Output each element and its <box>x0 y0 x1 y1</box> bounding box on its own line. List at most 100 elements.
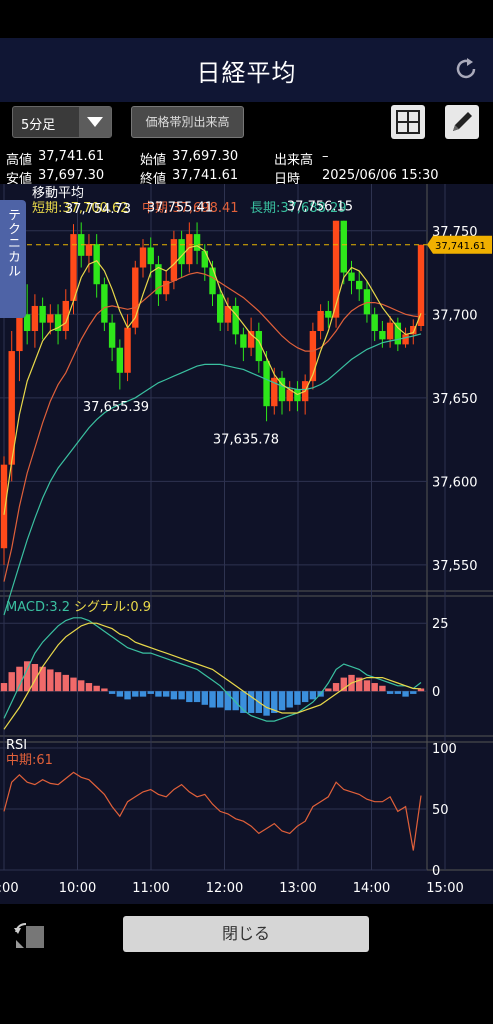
candle-body <box>132 267 139 328</box>
macd-histogram-bar <box>301 691 309 703</box>
macd-histogram-bar <box>224 691 232 711</box>
macd-histogram-bar <box>294 691 301 705</box>
macd-histogram-bar <box>340 677 347 692</box>
macd-histogram-bar <box>162 691 170 697</box>
time-tick-label: 10:00 <box>59 881 96 896</box>
draw-button[interactable] <box>445 105 479 139</box>
candle-body <box>286 389 293 402</box>
candle-body <box>201 250 208 268</box>
macd-histogram-bar <box>410 691 417 694</box>
ma-title: 移動平均 <box>32 186 84 201</box>
macd-histogram-bar <box>379 685 386 692</box>
candle-body <box>54 314 62 332</box>
candle-body <box>39 305 46 323</box>
candle-body <box>186 234 193 265</box>
candle-body <box>155 264 162 295</box>
rsi-legend: RSI <box>6 738 27 753</box>
rsi-tick-label: 100 <box>432 742 457 757</box>
time-tick-label: 13:00 <box>279 881 316 896</box>
macd-histogram-bar <box>201 691 208 705</box>
close-value: 37,741.61 <box>172 168 239 183</box>
candle-body <box>8 351 15 465</box>
macd-histogram-bar <box>286 691 293 708</box>
macd-histogram-bar <box>101 688 108 692</box>
low-label: 安値 <box>6 172 33 187</box>
candle-body <box>271 377 278 407</box>
candle-body <box>294 389 301 402</box>
price-annotation: 37,655.39 <box>83 400 149 415</box>
candle-body <box>379 331 386 340</box>
rotate-screen-icon[interactable] <box>12 918 48 952</box>
candle-body <box>371 314 378 332</box>
macd-signal-legend: シグナル:0.9 <box>74 600 151 615</box>
macd-legend: MACD:3.2 <box>6 600 70 615</box>
candle-body <box>70 234 77 301</box>
candle-body <box>263 361 270 407</box>
macd-tick-label: 0 <box>432 685 440 700</box>
datetime-label: 日時 <box>274 172 301 187</box>
page-title: 日経平均 <box>196 58 297 87</box>
volume-value: – <box>322 149 329 164</box>
macd-histogram-bar <box>78 680 85 692</box>
candle-body <box>278 377 286 402</box>
candle-body <box>193 234 201 251</box>
candle-body <box>417 244 425 326</box>
candle-body <box>402 334 409 345</box>
grid-layout-button[interactable] <box>391 105 425 139</box>
candle-body <box>356 280 363 290</box>
macd-histogram-bar <box>62 674 69 692</box>
macd-histogram-bar <box>356 677 363 692</box>
candle-body <box>62 300 69 332</box>
interval-select[interactable]: 5分足 <box>12 106 112 138</box>
candle-body <box>124 327 131 373</box>
datetime-value: 2025/06/06 15:30 <box>322 168 439 183</box>
macd-histogram-bar <box>132 691 139 697</box>
macd-histogram-bar <box>371 683 378 692</box>
macd-histogram-bar <box>232 691 239 711</box>
chart-background <box>0 184 493 904</box>
volume-by-price-button[interactable]: 価格帯別出来高 <box>131 106 244 138</box>
macd-histogram-bar <box>240 691 247 713</box>
time-tick-label: 9:00 <box>0 881 19 896</box>
ma-long-line <box>3 333 422 616</box>
refresh-icon[interactable] <box>453 56 479 82</box>
close-button[interactable]: 閉じる <box>123 916 369 952</box>
macd-signal-line <box>3 622 422 730</box>
pen-icon <box>453 112 472 131</box>
time-tick-label: 11:00 <box>132 881 169 896</box>
ma-mid-legend: 中期:37,698.41 <box>142 201 239 216</box>
macd-histogram-bar <box>54 672 62 692</box>
time-tick-label: 12:00 <box>206 881 243 896</box>
price-annotation: 37,635.78 <box>213 433 279 448</box>
candle-body <box>162 280 170 295</box>
high-label: 高値 <box>6 153 33 168</box>
technical-tab[interactable]: テクニカル <box>0 200 26 318</box>
candle-body <box>232 305 239 335</box>
macd-histogram-bar <box>39 666 46 692</box>
candle-body <box>93 244 100 285</box>
macd-histogram-bar <box>139 691 147 697</box>
candle-body <box>170 239 178 281</box>
macd-histogram-bar <box>147 691 154 694</box>
candle-body <box>31 305 39 332</box>
price-tick-label: 37,650 <box>432 392 478 407</box>
macd-histogram-bar <box>155 691 162 697</box>
candle-body <box>317 310 324 332</box>
candle-body <box>47 314 54 323</box>
candle-body <box>139 247 147 268</box>
price-annotation: 37,756.15 <box>287 199 353 214</box>
candle-body <box>309 331 317 382</box>
macd-histogram-bar <box>178 691 185 700</box>
technical-tab-label: テクニカル <box>5 208 20 278</box>
macd-tick-label: 25 <box>432 617 449 632</box>
macd-histogram-bar <box>386 691 394 694</box>
chart-area[interactable]: 移動平均 短期:37,700.62 中期:37,698.41 長期:37,688… <box>0 184 493 904</box>
rsi-tick-label: 50 <box>432 803 449 818</box>
macd-histogram-bar <box>23 661 31 692</box>
time-tick-label: 15:00 <box>426 881 463 896</box>
candle-body <box>340 220 347 273</box>
macd-histogram-bar <box>93 685 100 692</box>
macd-histogram-bar <box>263 691 270 716</box>
price-annotation: 37,754.73 <box>65 202 131 217</box>
candle-body <box>217 294 224 323</box>
